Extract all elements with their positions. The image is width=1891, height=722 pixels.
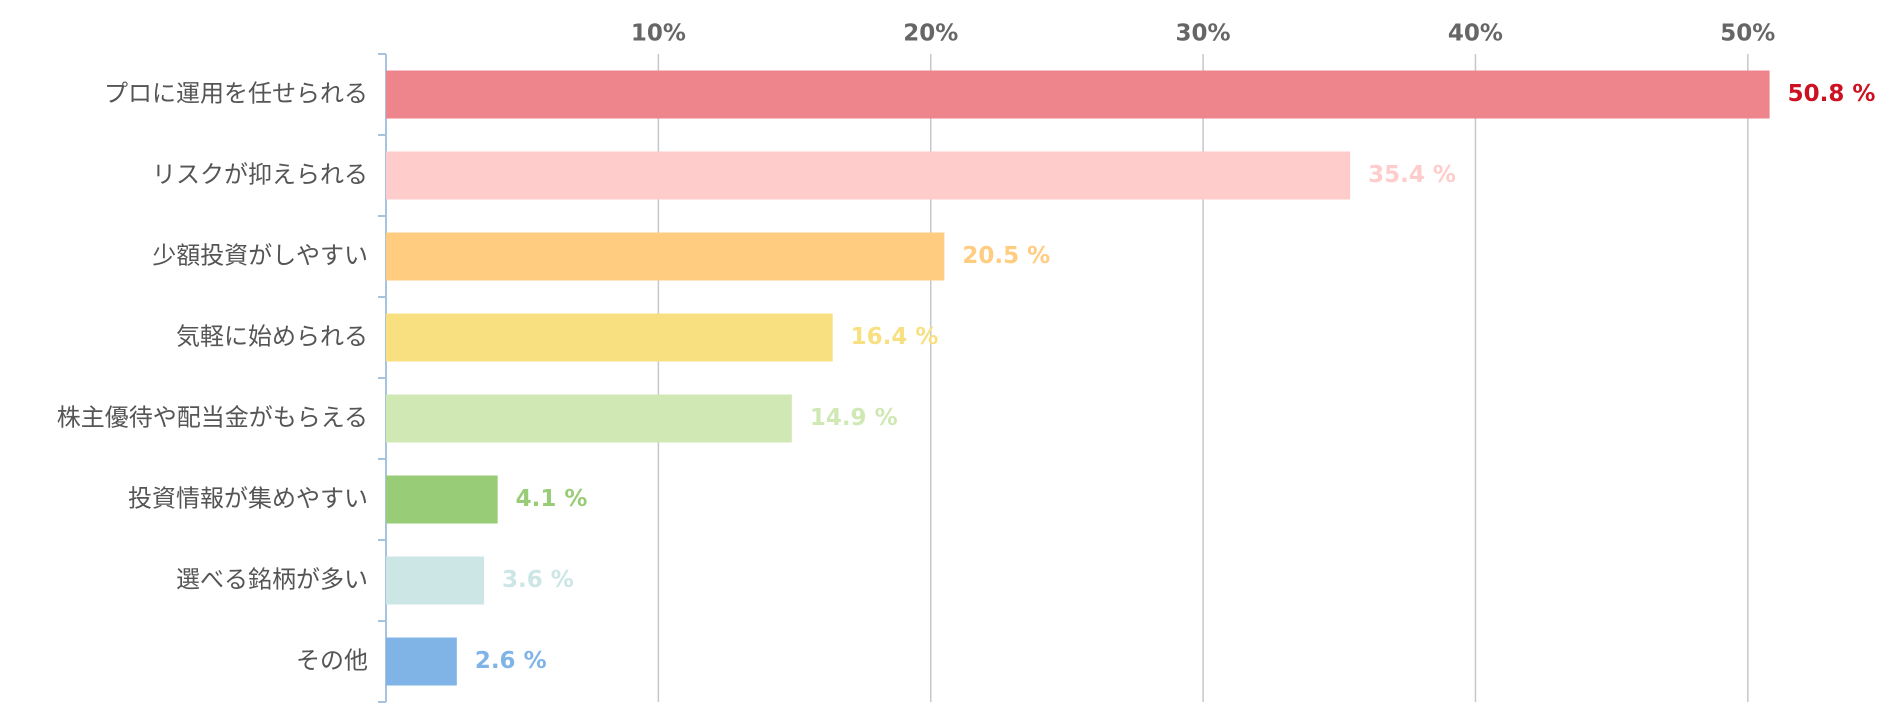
category-label: その他: [296, 647, 368, 675]
value-label: 50.8 %: [1788, 81, 1876, 107]
value-label: 3.6 %: [502, 567, 574, 593]
category-label: リスクが抑えられる: [152, 161, 368, 189]
x-tick-label: 20%: [903, 21, 958, 47]
value-label: 16.4 %: [851, 324, 939, 350]
bar: [386, 232, 945, 281]
bar: [386, 70, 1770, 119]
bar: [386, 556, 485, 605]
category-label: 選べる銘柄が多い: [176, 566, 368, 594]
category-label: プロに運用を任せられる: [104, 80, 368, 108]
category-label: 投資情報が集めやすい: [128, 485, 368, 513]
bar: [386, 394, 792, 443]
bar: [386, 475, 498, 524]
x-tick-label: 30%: [1176, 21, 1231, 47]
bar: [386, 151, 1351, 200]
category-label: 少額投資がしやすい: [152, 242, 368, 270]
bar: [386, 313, 833, 362]
x-tick-label: 10%: [631, 21, 686, 47]
bar: [386, 637, 457, 686]
value-label: 35.4 %: [1368, 162, 1456, 188]
category-label: 株主優待や配当金がもらえる: [57, 404, 368, 432]
value-label: 4.1 %: [516, 486, 588, 512]
x-tick-label: 50%: [1720, 21, 1775, 47]
value-label: 20.5 %: [962, 243, 1050, 269]
value-label: 14.9 %: [810, 405, 898, 431]
x-tick-label: 40%: [1448, 21, 1503, 47]
category-label: 気軽に始められる: [176, 323, 368, 351]
value-label: 2.6 %: [475, 648, 547, 674]
